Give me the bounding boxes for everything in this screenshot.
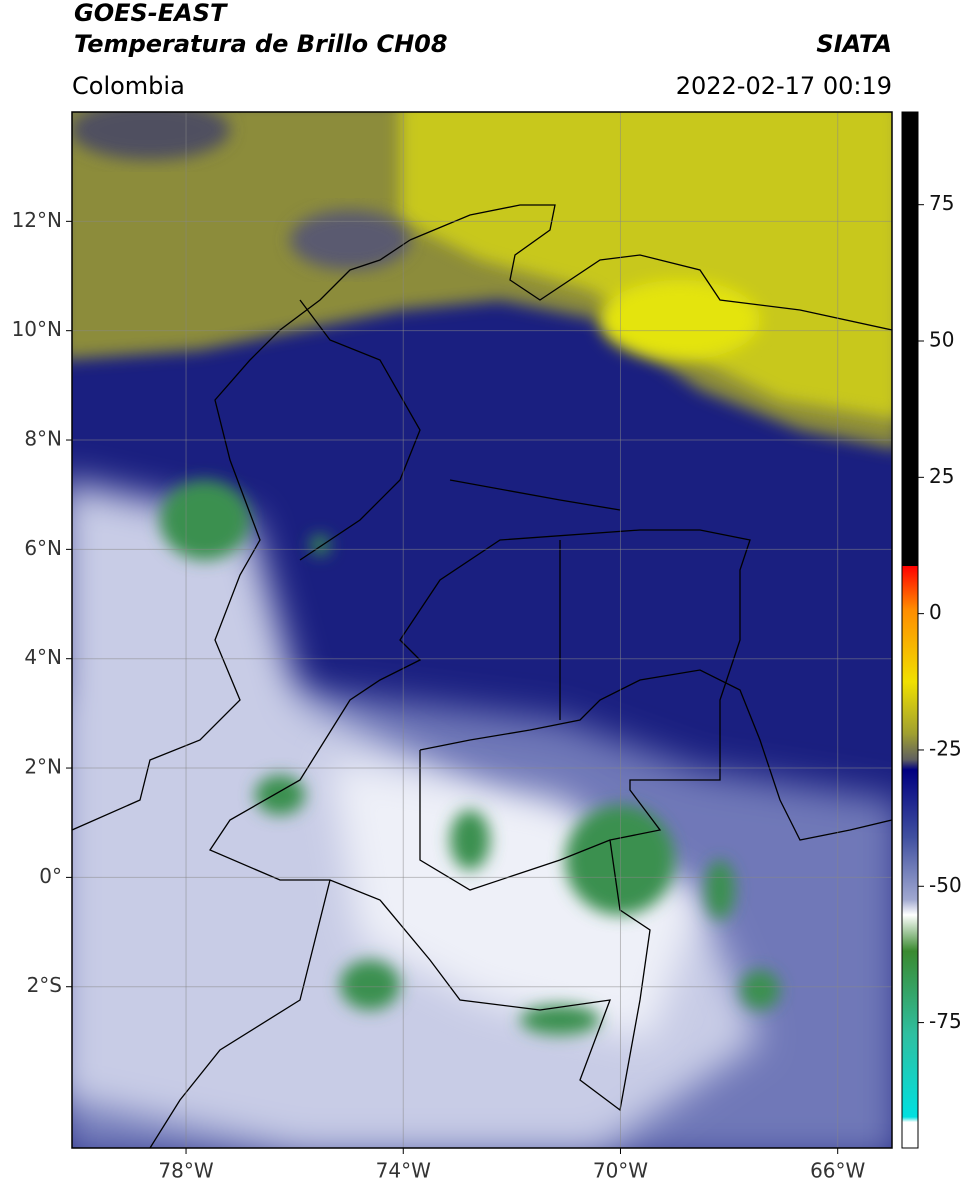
y-tick-label: 0°: [39, 864, 62, 888]
y-tick-label: 2°N: [24, 755, 62, 779]
x-tick-label: 78°W: [158, 1159, 213, 1183]
x-tick-label: 70°W: [593, 1159, 648, 1183]
colorbar-tick-label: -25: [929, 736, 962, 760]
y-tick-label: 8°N: [24, 427, 62, 451]
datetime: 2022-02-17 00:19: [676, 72, 892, 100]
colorbar-tick-label: 0: [929, 600, 942, 624]
subtitle: Temperatura de Brillo CH08: [74, 30, 448, 58]
x-tick-label: 74°W: [376, 1159, 431, 1183]
colorbar-tick-label: -75: [929, 1009, 962, 1033]
y-tick-label: 10°N: [12, 317, 62, 341]
map-frame: [71, 111, 893, 1149]
colorbar-tick-label: 50: [929, 328, 954, 352]
y-tick-label: 12°N: [12, 208, 62, 232]
source: SIATA: [816, 30, 892, 58]
x-tick-label: 66°W: [810, 1159, 865, 1183]
region: Colombia: [72, 72, 185, 100]
title: GOES-EAST: [74, 0, 228, 27]
colorbar-tick-label: 25: [929, 464, 954, 488]
colorbar: [901, 111, 919, 1149]
satellite-image: [72, 112, 892, 1148]
y-tick-label: 4°N: [24, 645, 62, 669]
y-tick-label: 6°N: [24, 536, 62, 560]
y-tick-label: 2°S: [27, 973, 62, 997]
colorbar-tick-label: 75: [929, 191, 954, 215]
colorbar-tick-label: -50: [929, 873, 962, 897]
